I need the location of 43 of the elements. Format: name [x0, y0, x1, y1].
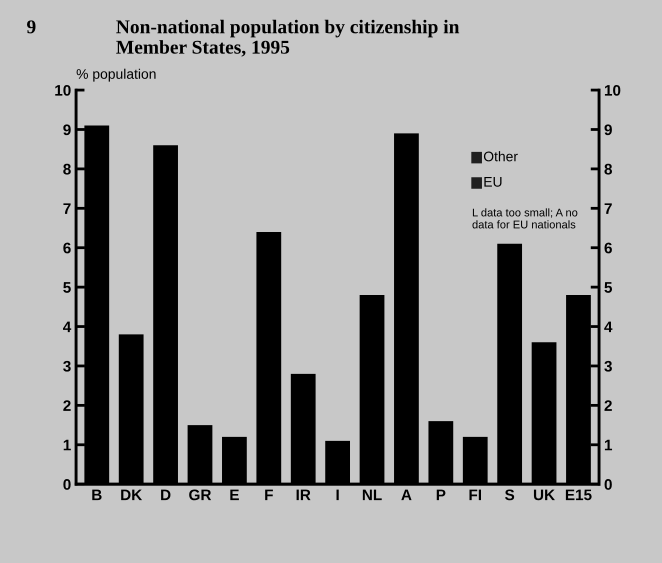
- chart-title: Non-national population by citizenship in Member States, 1995: [116, 20, 460, 57]
- y2-tick-label: 10: [604, 84, 620, 96]
- x-tick-label: FI: [469, 490, 482, 500]
- y2-tick-label: 2: [604, 400, 612, 411]
- y-tick-label: 0: [63, 479, 71, 490]
- x-tick-label: P: [436, 490, 446, 500]
- y-tick-label: 8: [63, 164, 71, 175]
- y-tick-label: 10: [55, 84, 71, 96]
- y2-tick-label: 5: [604, 282, 612, 293]
- annotation: L data too small; A no data for EU nationals: [472, 208, 578, 228]
- x-tick-label: NL: [362, 490, 382, 500]
- x-tick-label: GR: [189, 489, 212, 500]
- y2-tick-label: 9: [604, 124, 612, 136]
- y-tick-label: 9: [63, 124, 71, 136]
- y-tick-label: 5: [63, 282, 71, 293]
- x-tick-label: E15: [566, 490, 592, 500]
- x-tick-label: D: [161, 490, 170, 500]
- x-tick-label: DK: [121, 490, 142, 500]
- x-tick-label: A: [401, 490, 412, 500]
- y-tick-label: 3: [63, 360, 71, 372]
- y2-tick-label: 4: [604, 322, 612, 332]
- y-tick-label: 6: [63, 242, 71, 254]
- x-tick-label: B: [92, 490, 102, 500]
- y2-tick-label: 1: [604, 440, 612, 450]
- y2-tick-label: 8: [604, 164, 612, 175]
- y2-tick-label: 3: [604, 360, 612, 372]
- x-tick-label: I: [336, 490, 339, 500]
- annotation: EU: [484, 177, 502, 187]
- y2-tick-label: 7: [604, 203, 612, 214]
- y-tick-label: 1: [64, 440, 71, 450]
- x-tick-label: S: [504, 489, 514, 500]
- y-axis-title: % population: [76, 68, 156, 82]
- y2-tick-label: 0: [604, 479, 612, 490]
- y2-tick-label: 6: [604, 242, 612, 254]
- x-tick-label: F: [265, 490, 273, 500]
- x-tick-label: UK: [534, 490, 555, 500]
- x-tick-label: E: [230, 490, 239, 500]
- x-tick-label: IR: [296, 490, 311, 500]
- y-tick-label: 4: [63, 322, 72, 332]
- y-tick-label: 7: [63, 203, 71, 214]
- text: 9: [27, 20, 36, 34]
- annotation: Other: [484, 151, 518, 162]
- y-tick-label: 2: [63, 400, 71, 411]
